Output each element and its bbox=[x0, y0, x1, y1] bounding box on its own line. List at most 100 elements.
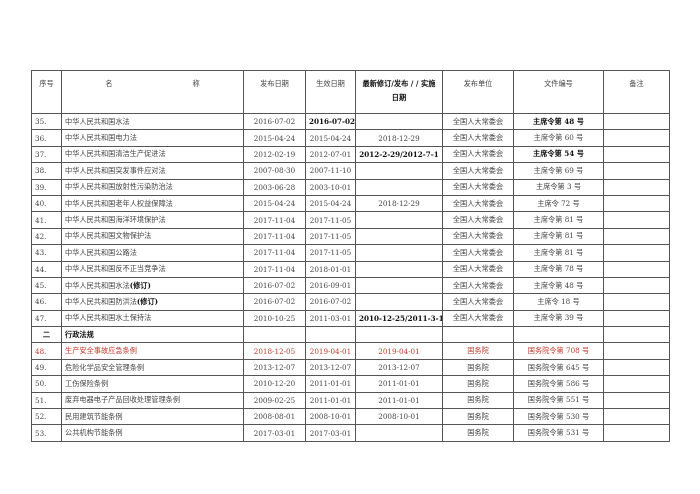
revision-tag: (修订) bbox=[136, 296, 159, 306]
name-text: 中华人民共和国反不正当竞争法 bbox=[65, 264, 166, 274]
issuer-cell: 全国人大常委会 bbox=[442, 244, 514, 262]
name-cell: 中华人民共和国水法 bbox=[61, 112, 244, 131]
name-cell: 公共机构节能条例 bbox=[61, 424, 244, 442]
name-text: 废弃电器电子产品回收处理管理条例 bbox=[65, 395, 181, 405]
publish-date-cell: 2009-02-25 bbox=[243, 391, 306, 410]
name-cell: 中华人民共和国水法(修订) bbox=[61, 276, 244, 295]
issuer-cell: 全国人大常委会 bbox=[442, 309, 514, 328]
header-name-b: 称 bbox=[192, 79, 200, 88]
remark-cell bbox=[603, 309, 670, 328]
seq-cell: 45. bbox=[31, 276, 62, 295]
remark-cell bbox=[603, 293, 670, 311]
seq-cell: 42. bbox=[31, 227, 62, 246]
latest-date-cell: 2008-10-01 bbox=[355, 408, 443, 426]
latest-date-cell bbox=[355, 227, 443, 246]
header-row: 序号 名称 发布日期 生效日期 最新修订/发布 / / 实施日期 发布单位 文件… bbox=[31, 70, 670, 114]
table-row: 53. 公共机构节能条例 2017-03-01 2017-03-01 国务院 国务院令第 … bbox=[31, 424, 670, 442]
header-seq: 序号 bbox=[31, 70, 62, 114]
effective-date-cell: 2011-01-01 bbox=[305, 375, 356, 393]
name-cell: 中华人民共和国防洪法(修订) bbox=[61, 293, 244, 311]
issuer-cell: 国务院 bbox=[442, 391, 514, 410]
publish-date-cell: 2018-12-05 bbox=[243, 342, 306, 360]
seq-cell: 44. bbox=[31, 260, 62, 278]
publish-date-cell: 2010-12-20 bbox=[243, 375, 306, 393]
publish-date-cell: 2017-11-04 bbox=[243, 260, 306, 278]
latest-date-cell bbox=[355, 260, 443, 278]
revision-tag: (修订) bbox=[129, 280, 151, 290]
name-text: 中华人民共和国老年人权益保障法 bbox=[65, 198, 173, 208]
seq-cell: 40. bbox=[31, 194, 62, 213]
header-effective: 生效日期 bbox=[305, 70, 356, 114]
doc-number-cell: 国务院令第 586 号 bbox=[513, 375, 604, 393]
effective-date-cell: 2016-09-01 bbox=[305, 276, 356, 295]
latest-date-cell: 2013-12-07 bbox=[355, 358, 443, 377]
issuer-cell: 国务院 bbox=[442, 408, 514, 426]
doc-number-cell: 主席令第 39 号 bbox=[513, 309, 604, 328]
name-cell: 中华人民共和国放射性污染防治法 bbox=[61, 178, 244, 196]
issuer-cell: 全国人大常委会 bbox=[442, 211, 514, 229]
issuer-cell: 国务院 bbox=[442, 342, 514, 360]
publish-date-cell: 2008-08-01 bbox=[243, 408, 306, 426]
seq-cell: 47. bbox=[31, 309, 62, 328]
doc-number-cell: 国务院令第 645 号 bbox=[513, 358, 604, 377]
doc-number-cell: 主席令第 81 号 bbox=[513, 211, 604, 229]
seq-cell: 39. bbox=[31, 178, 62, 196]
name-text: 中华人民共和国电力法 bbox=[65, 133, 137, 143]
remark-cell bbox=[603, 424, 670, 442]
name-cell: 中华人民共和国反不正当竞争法 bbox=[61, 260, 244, 278]
empty-cell bbox=[243, 326, 306, 344]
issuer-cell: 全国人大常委会 bbox=[442, 129, 514, 147]
name-text: 中华人民共和国海洋环境保护法 bbox=[65, 215, 166, 225]
remark-cell bbox=[603, 342, 670, 360]
table-row: 50. 工伤保险条例 2010-12-20 2011-01-01 2011-01-01 国… bbox=[31, 375, 670, 393]
table-row: 52. 民用建筑节能条例 2008-08-01 2008-10-01 2008-10-0… bbox=[31, 408, 670, 426]
seq-cell: 48. bbox=[31, 342, 62, 360]
issuer-cell: 全国人大常委会 bbox=[442, 227, 514, 246]
remark-cell bbox=[603, 408, 670, 426]
doc-number-cell: 主席令第 48 号 bbox=[513, 276, 604, 295]
name-text: 危险化学品安全管理条例 bbox=[65, 362, 145, 372]
name-text: 公共机构节能条例 bbox=[65, 428, 123, 438]
remark-cell bbox=[603, 227, 670, 246]
publish-date-cell: 2017-11-04 bbox=[243, 244, 306, 262]
table-row: 38. 中华人民共和国突发事件应对法 2007-08-30 2007-11-10 全国人… bbox=[31, 162, 670, 180]
seq-cell: 51. bbox=[31, 391, 62, 410]
issuer-cell: 全国人大常委会 bbox=[442, 145, 514, 164]
effective-date-cell: 2019-04-01 bbox=[305, 342, 356, 360]
empty-cell bbox=[513, 326, 604, 344]
latest-date-cell: 2019-04-01 bbox=[355, 342, 443, 360]
seq-cell: 52. bbox=[31, 408, 62, 426]
remark-cell bbox=[603, 162, 670, 180]
effective-date-cell: 2017-11-05 bbox=[305, 211, 356, 229]
name-text: 中华人民共和国水法 bbox=[65, 116, 130, 126]
latest-date-cell bbox=[355, 424, 443, 442]
latest-date-cell: 2010-12-25/2011-3-1 bbox=[355, 309, 443, 328]
name-cell: 生产安全事故应急条例 bbox=[61, 342, 244, 360]
effective-date-cell: 2008-10-01 bbox=[305, 408, 356, 426]
seq-cell: 43. bbox=[31, 244, 62, 262]
remark-cell bbox=[603, 260, 670, 278]
publish-date-cell: 2017-03-01 bbox=[243, 424, 306, 442]
doc-number-cell: 主席令 72 号 bbox=[513, 194, 604, 213]
remark-cell bbox=[603, 358, 670, 377]
table-row: 51. 废弃电器电子产品回收处理管理条例 2009-02-25 2011-01-01 2… bbox=[31, 391, 670, 410]
latest-date-cell: 2018-12-29 bbox=[355, 194, 443, 213]
remark-cell bbox=[603, 244, 670, 262]
name-text: 中华人民共和国清洁生产促进法 bbox=[65, 149, 166, 159]
issuer-cell: 全国人大常委会 bbox=[442, 178, 514, 196]
seq-cell: 38. bbox=[31, 162, 62, 180]
publish-date-cell: 2010-10-25 bbox=[243, 309, 306, 328]
publish-date-cell: 2017-11-04 bbox=[243, 227, 306, 246]
effective-date-cell: 2018-01-01 bbox=[305, 260, 356, 278]
header-remark: 备注 bbox=[603, 70, 670, 114]
table-row: 47. 中华人民共和国水土保持法 2010-10-25 2011-03-01 2010-… bbox=[31, 309, 670, 328]
header-name-a: 名 bbox=[105, 79, 113, 88]
publish-date-cell: 2013-12-07 bbox=[243, 358, 306, 377]
name-text: 中华人民共和国文物保护法 bbox=[65, 231, 152, 241]
table-row: 40. 中华人民共和国老年人权益保障法 2015-04-24 2015-04-24 20… bbox=[31, 194, 670, 213]
remark-cell bbox=[603, 211, 670, 229]
seq-cell: 49. bbox=[31, 358, 62, 377]
table-row: 42. 中华人民共和国文物保护法 2017-11-04 2017-11-05 全国人大常… bbox=[31, 227, 670, 246]
header-doc: 文件编号 bbox=[513, 70, 604, 114]
doc-number-cell: 主席令第 69 号 bbox=[513, 162, 604, 180]
